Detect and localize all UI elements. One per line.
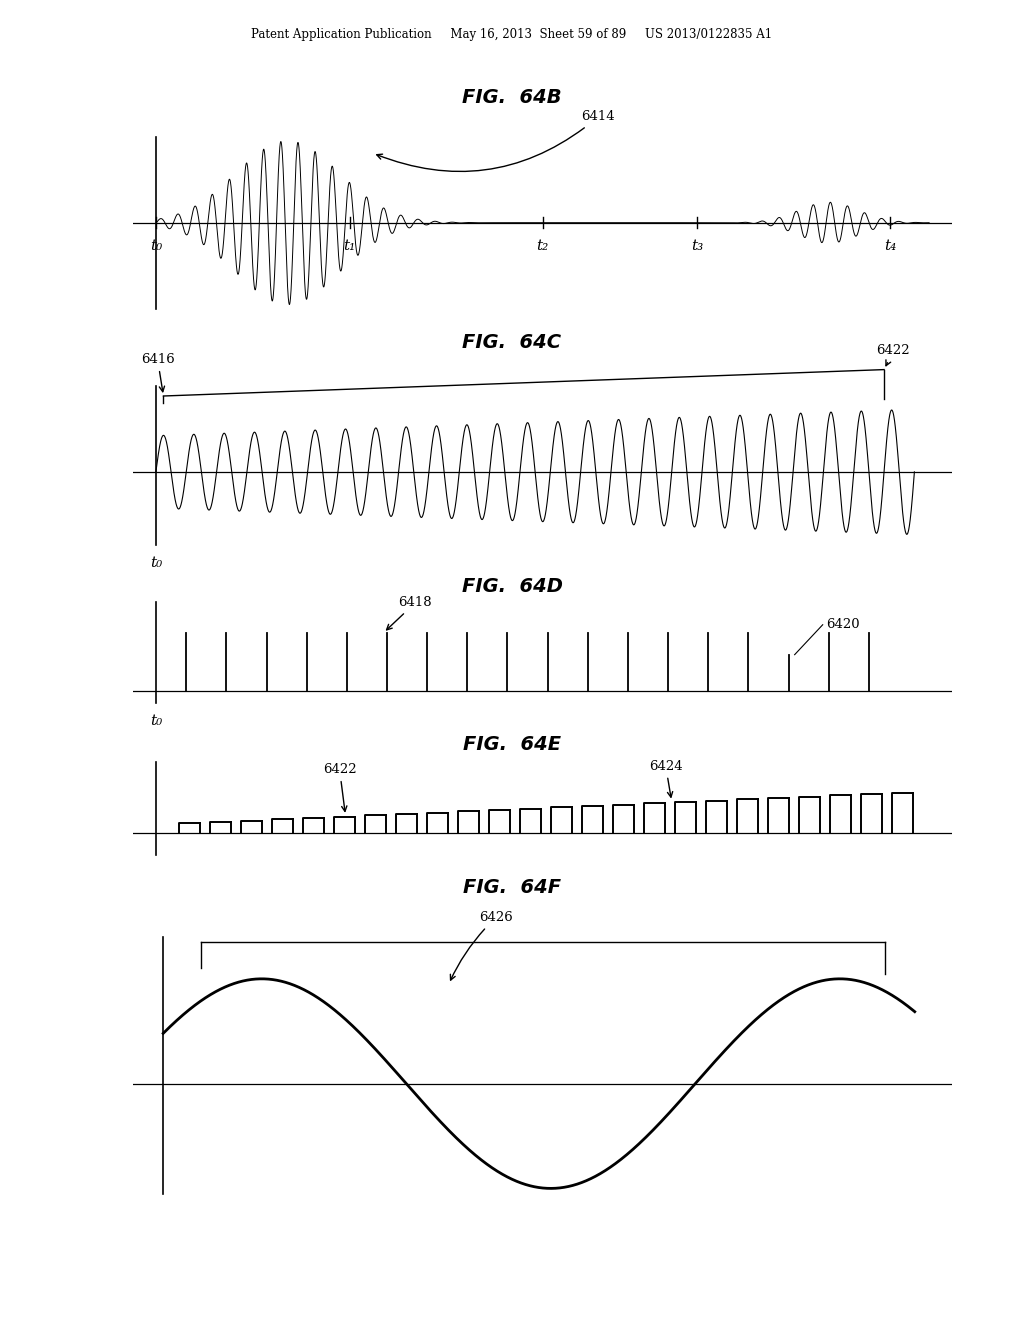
- Text: t₀: t₀: [151, 239, 163, 253]
- Text: 6426: 6426: [451, 911, 513, 981]
- Text: 6418: 6418: [387, 597, 432, 630]
- Text: FIG.  64E: FIG. 64E: [463, 735, 561, 754]
- Text: FIG.  64F: FIG. 64F: [463, 878, 561, 896]
- Text: FIG.  64B: FIG. 64B: [462, 88, 562, 107]
- Text: FIG.  64C: FIG. 64C: [463, 333, 561, 351]
- Text: 6420: 6420: [826, 618, 860, 631]
- Text: t₁: t₁: [343, 239, 355, 253]
- Text: t₀: t₀: [150, 557, 162, 570]
- Text: t₃: t₃: [691, 239, 703, 253]
- Text: t₂: t₂: [537, 239, 549, 253]
- Text: t₀: t₀: [150, 714, 162, 727]
- Text: 6414: 6414: [377, 111, 615, 172]
- Text: t₄: t₄: [885, 239, 897, 253]
- Text: 6422: 6422: [323, 763, 356, 812]
- Text: FIG.  64D: FIG. 64D: [462, 577, 562, 595]
- Text: 6416: 6416: [140, 352, 174, 392]
- Text: 6424: 6424: [649, 760, 683, 797]
- Text: Patent Application Publication     May 16, 2013  Sheet 59 of 89     US 2013/0122: Patent Application Publication May 16, 2…: [252, 28, 772, 41]
- Text: 6422: 6422: [877, 345, 910, 366]
